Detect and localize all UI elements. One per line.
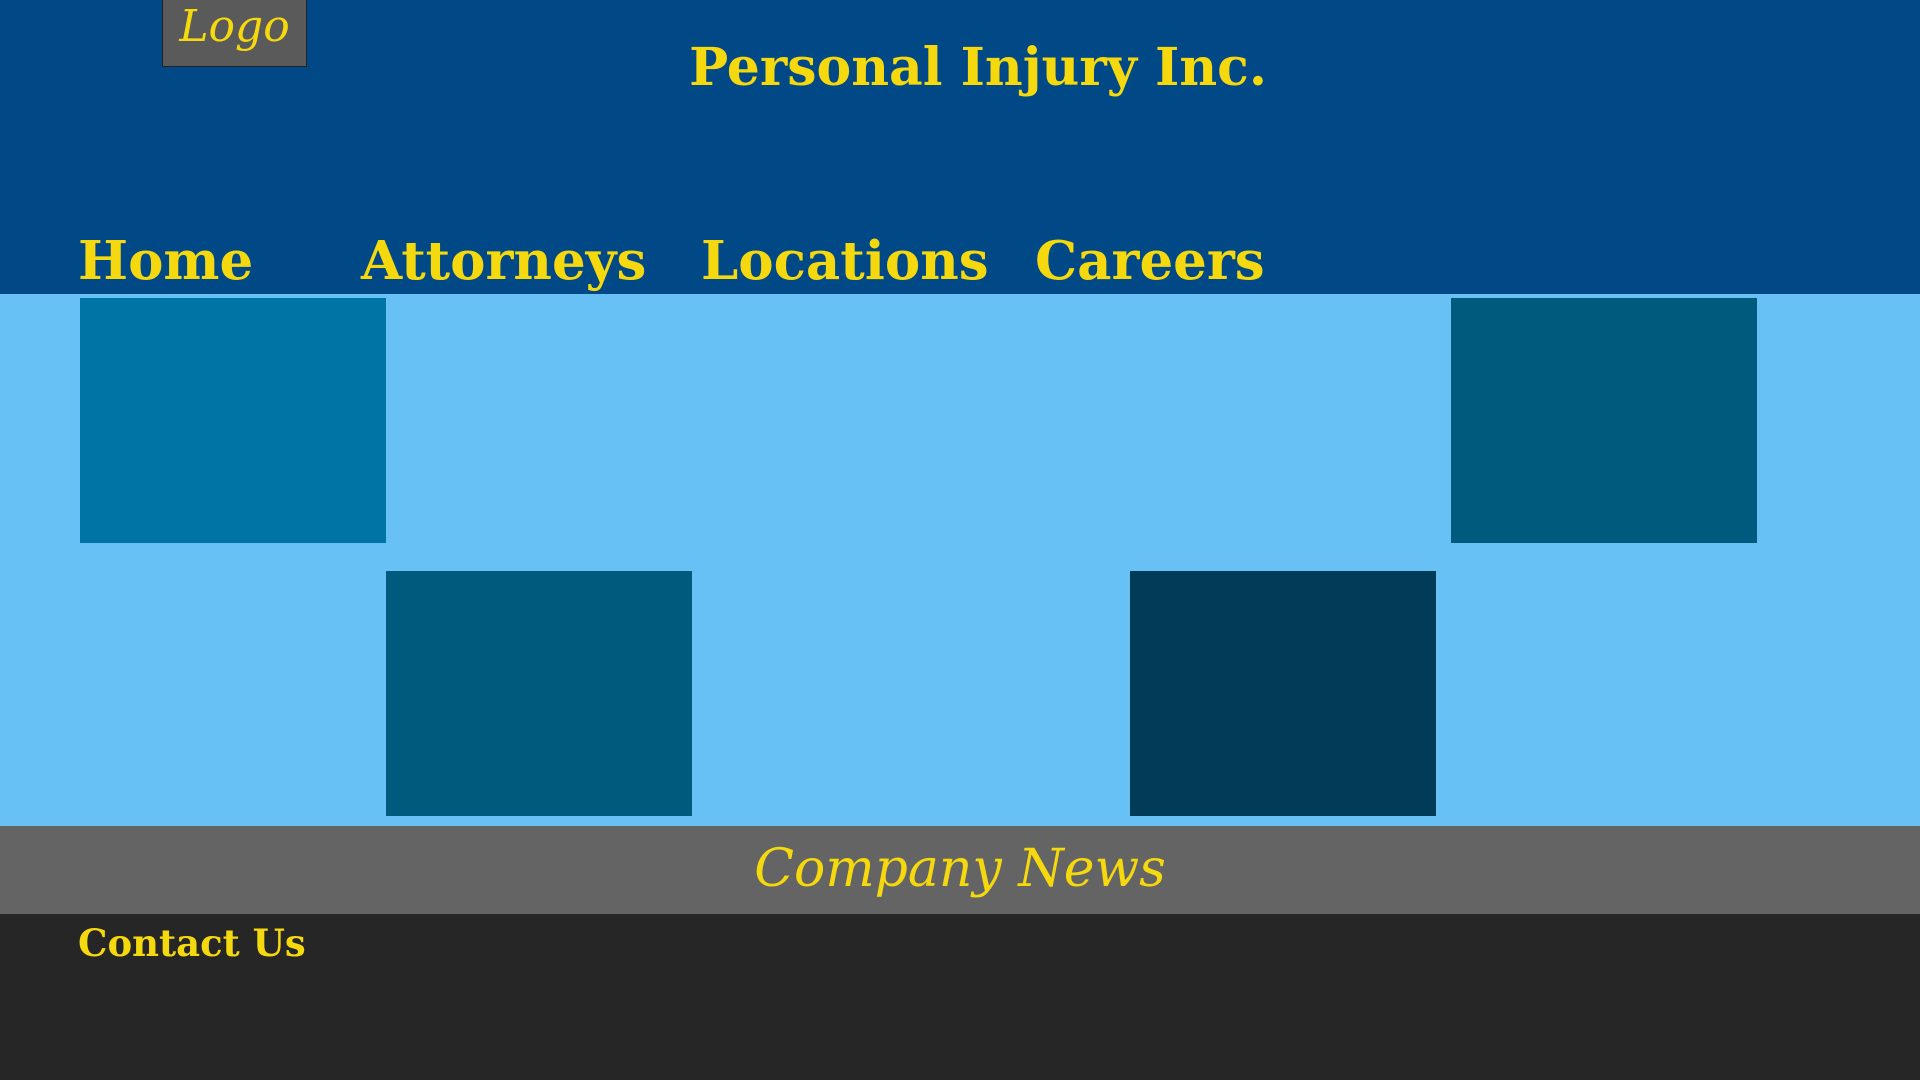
nav-item-attorneys[interactable]: Attorneys [361,230,647,292]
footer [0,914,1920,1080]
hero-tile[interactable] [386,571,692,816]
site-header: Logo Personal Injury Inc. Home Attorneys… [0,0,1920,294]
company-news-bar[interactable]: Company News [0,826,1920,914]
hero-tile[interactable] [1130,571,1436,816]
nav-item-home[interactable]: Home [78,230,254,292]
nav-item-locations[interactable]: Locations [701,230,989,292]
hero-tile[interactable] [80,298,386,543]
hero-section [0,294,1920,826]
logo[interactable]: Logo [162,0,307,67]
contact-us-link[interactable]: Contact Us [78,921,306,965]
hero-tile[interactable] [1451,298,1757,543]
nav-item-careers[interactable]: Careers [1035,230,1265,292]
site-title: Personal Injury Inc. [689,37,1267,98]
